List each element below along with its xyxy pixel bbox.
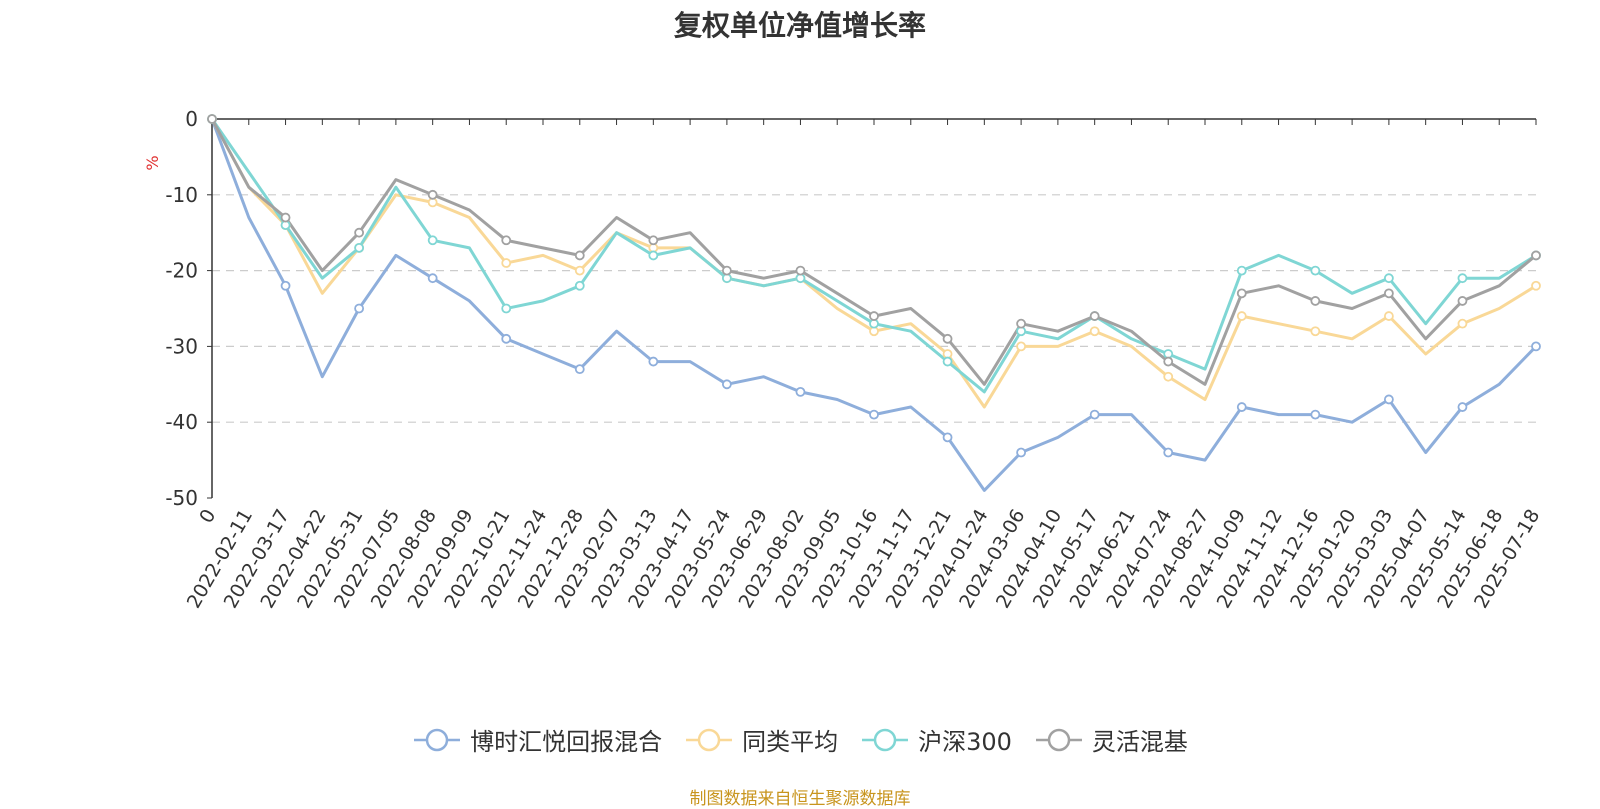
data-point	[942, 333, 953, 344]
legend-item[interactable]: 沪深300	[860, 722, 1012, 757]
data-point	[427, 273, 438, 284]
data-point	[1163, 371, 1174, 382]
data-point	[280, 280, 291, 291]
data-point	[1457, 402, 1468, 412]
data-point	[869, 409, 879, 420]
data-point	[721, 379, 732, 390]
data-point	[501, 333, 512, 344]
data-point	[501, 235, 512, 246]
data-point	[574, 250, 585, 261]
legend-swatch-icon	[1035, 728, 1082, 751]
data-point	[1089, 311, 1100, 321]
data-point	[1383, 288, 1394, 299]
data-point	[354, 242, 365, 253]
data-point	[1457, 318, 1468, 329]
y-tick-label: -50	[165, 486, 198, 510]
legend-label: 博时汇悦回报混合	[470, 728, 663, 756]
y-tick-label: 0	[185, 107, 198, 131]
legend-item[interactable]: 灵活混基	[1034, 722, 1188, 757]
data-point	[795, 265, 806, 276]
data-point	[1310, 326, 1321, 337]
x-tick-label: 0	[195, 506, 220, 527]
data-point	[354, 303, 365, 314]
legend-swatch-icon	[686, 728, 733, 751]
axes	[207, 118, 1537, 499]
legend-swatch-icon	[862, 728, 909, 751]
data-point	[1531, 341, 1541, 352]
data-point	[1016, 447, 1027, 458]
legend-label: 灵活混基	[1091, 728, 1188, 756]
series-lines	[210, 118, 1538, 492]
data-point	[721, 265, 732, 276]
data-point	[1310, 296, 1321, 306]
legend-item[interactable]: 博时汇悦回报混合	[412, 722, 662, 757]
data-point	[427, 189, 438, 200]
data-point	[501, 258, 512, 268]
data-point	[280, 212, 291, 223]
legend-label: 同类平均	[742, 728, 839, 756]
y-tick-label: -20	[165, 259, 198, 283]
legend: 博时汇悦回报混合 同类平均 沪深300 灵活混基	[0, 722, 1600, 757]
legend-label: 沪深300	[918, 728, 1012, 756]
data-point	[869, 311, 879, 321]
data-point	[1383, 273, 1394, 284]
data-point	[1089, 326, 1100, 337]
data-point	[574, 265, 585, 276]
y-tick-label: -10	[165, 183, 198, 207]
data-point	[1089, 409, 1100, 420]
data-point	[942, 432, 953, 443]
data-point	[1236, 265, 1247, 276]
axis-labels: 0-10-20-30-40-5002022-02-112022-03-17202…	[143, 107, 1544, 612]
data-point	[1310, 409, 1321, 420]
data-point	[648, 356, 659, 367]
legend-item[interactable]: 同类平均	[684, 722, 838, 757]
data-point	[1457, 273, 1468, 284]
data-point	[574, 364, 585, 375]
legend-swatch-icon	[414, 728, 461, 751]
data-point	[427, 235, 438, 246]
data-point	[1016, 318, 1027, 329]
data-point	[1163, 447, 1174, 458]
data-point	[1531, 280, 1541, 291]
data-point	[207, 114, 217, 124]
data-point	[1531, 250, 1541, 261]
source-note: 制图数据来自恒生聚源数据库	[689, 789, 911, 809]
data-point	[1236, 402, 1247, 412]
data-point	[1236, 311, 1247, 321]
data-point	[942, 356, 953, 367]
data-point	[795, 386, 806, 397]
data-point	[1383, 394, 1394, 405]
data-point	[648, 250, 659, 261]
data-point	[501, 303, 512, 314]
y-tick-label: -40	[165, 410, 198, 434]
series-markers	[207, 114, 1541, 458]
data-point	[1236, 288, 1247, 299]
data-point	[1016, 341, 1027, 352]
grid	[212, 194, 1536, 423]
data-point	[648, 235, 659, 246]
y-tick-label: -30	[165, 334, 198, 358]
data-point	[1457, 296, 1468, 306]
data-point	[574, 280, 585, 291]
data-point	[1383, 311, 1394, 321]
y-axis-unit-label: %	[143, 155, 162, 170]
chart-title: 复权单位净值增长率	[673, 9, 926, 42]
data-point	[1310, 265, 1321, 276]
data-point	[1163, 356, 1174, 367]
series-line-2	[210, 118, 1537, 394]
data-point	[354, 227, 365, 238]
series-line-3	[210, 118, 1537, 386]
